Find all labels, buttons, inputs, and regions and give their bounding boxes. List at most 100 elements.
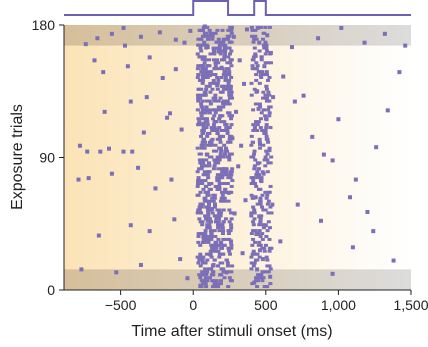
x-axis-title: Time after stimuli onset (ms) (131, 323, 332, 340)
spike-tick (249, 93, 254, 97)
spike-tick (259, 176, 264, 180)
spike-tick (264, 255, 269, 259)
spike-tick (199, 55, 204, 59)
spike-tick (264, 49, 269, 53)
stimulus-trace (64, 0, 411, 16)
spike-tick (251, 58, 256, 62)
spike-tick (252, 217, 257, 221)
spike-tick (197, 205, 202, 209)
spike-tick (209, 34, 214, 38)
spike-tick (217, 108, 222, 112)
spike-point (130, 149, 135, 154)
spike-tick (201, 161, 206, 165)
spike-tick (211, 199, 216, 203)
spike-point (147, 229, 152, 234)
spike-tick (227, 78, 232, 82)
spike-tick (216, 217, 221, 221)
spike-tick (200, 93, 205, 97)
spike-tick (197, 158, 202, 162)
spike-tick (198, 93, 203, 97)
spike-point (205, 218, 210, 223)
spike-tick (265, 152, 270, 156)
spike-tick (196, 179, 201, 183)
spike-tick (209, 232, 214, 236)
spike-tick (201, 187, 206, 191)
spike-tick (204, 235, 209, 238)
spike-point (102, 109, 107, 114)
spike-tick (206, 214, 211, 218)
spike-point (234, 109, 239, 114)
spike-tick (210, 37, 215, 41)
spike-point (374, 145, 379, 150)
spike-tick (220, 223, 225, 227)
spike-point (258, 73, 263, 78)
spike-tick (213, 143, 218, 147)
spike-tick (268, 267, 273, 271)
spike-tick (196, 261, 201, 265)
spike-tick (207, 223, 212, 227)
spike-tick (258, 220, 263, 224)
spike-tick (195, 211, 200, 215)
spike-tick (211, 149, 216, 153)
spike-tick (251, 55, 256, 59)
spike-tick (200, 117, 205, 121)
spike-tick (218, 40, 223, 44)
spike-tick (219, 173, 224, 177)
spike-tick (229, 152, 234, 156)
spike-tick (210, 87, 215, 91)
y-axis-title: Exposure trials (9, 104, 26, 210)
spike-tick (220, 49, 225, 53)
spike-tick (251, 179, 256, 183)
spike-tick (209, 267, 214, 271)
spike-tick (200, 261, 205, 265)
spike-point (125, 64, 130, 69)
spike-tick (214, 46, 219, 50)
spike-tick (223, 49, 228, 53)
spike-tick (210, 108, 215, 112)
spike-point (253, 195, 258, 200)
spike-tick (201, 28, 206, 32)
spike-tick (200, 270, 205, 274)
spike-tick (261, 108, 266, 112)
spike-tick (250, 28, 255, 32)
spike-tick (221, 220, 226, 224)
spike-tick (260, 205, 265, 209)
spike-point (336, 117, 341, 122)
spike-tick (213, 220, 218, 224)
spike-tick (201, 279, 206, 283)
spike-tick (261, 143, 266, 147)
spike-tick (202, 170, 207, 174)
spike-tick (216, 179, 221, 183)
spike-tick (262, 246, 267, 250)
spike-tick (198, 264, 203, 268)
spike-tick (224, 170, 229, 174)
spike-tick (223, 43, 228, 47)
spike-tick (226, 176, 231, 180)
spike-tick (264, 70, 269, 74)
spike-point (258, 142, 263, 147)
spike-tick (217, 187, 222, 191)
spike-tick (212, 126, 217, 130)
spike-tick (200, 73, 205, 77)
spike-tick (252, 87, 257, 91)
spike-tick (221, 182, 226, 185)
spike-tick (264, 149, 269, 153)
spike-tick (253, 240, 258, 244)
spike-tick (202, 25, 207, 29)
spike-tick (216, 285, 221, 289)
spike-tick (252, 152, 257, 156)
spike-tick (203, 267, 208, 271)
spike-point (348, 195, 353, 200)
spike-tick (263, 61, 268, 65)
spike-tick (209, 235, 214, 238)
spike-tick (203, 58, 208, 62)
spike-tick (257, 255, 262, 259)
spike-tick (256, 167, 261, 171)
spike-point (207, 182, 212, 186)
spike-tick (257, 187, 262, 191)
spike-tick (257, 161, 262, 165)
spike-tick (218, 261, 223, 265)
spike-tick (215, 28, 220, 32)
spike-tick (256, 232, 261, 236)
spike-tick (213, 73, 218, 77)
